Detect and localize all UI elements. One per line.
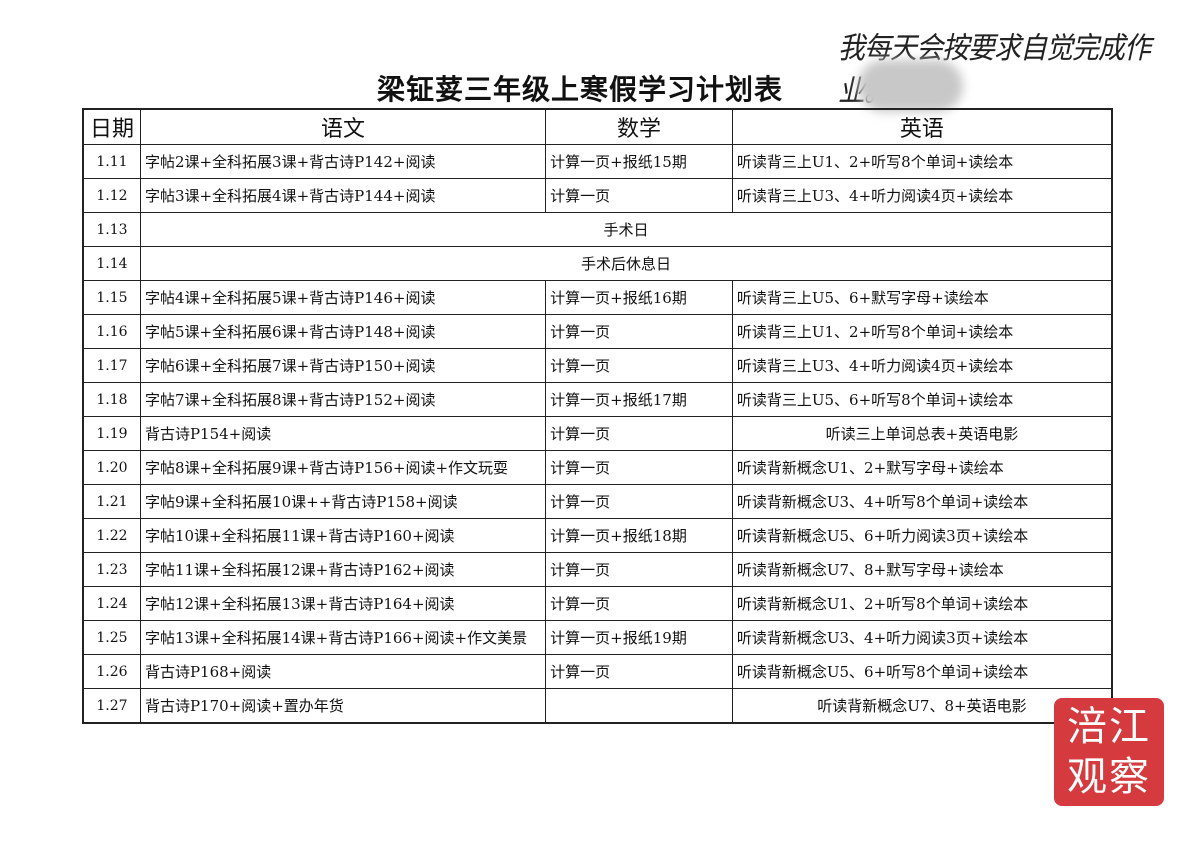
chinese-cell: 字帖4课+全科拓展5课+背古诗P146+阅读 bbox=[139, 280, 547, 315]
logo-line-2: 观察 bbox=[1067, 754, 1151, 800]
math-cell: 计算一页 bbox=[545, 450, 733, 485]
header-math: 数学 bbox=[545, 108, 733, 145]
header-chinese: 语文 bbox=[139, 108, 547, 145]
logo-line-1: 涪江 bbox=[1067, 704, 1151, 750]
header-date: 日期 bbox=[82, 108, 141, 145]
math-cell: 计算一页+报纸16期 bbox=[545, 280, 733, 315]
date-cell: 1.14 bbox=[82, 246, 141, 281]
english-cell: 听读三上单词总表+英语电影 bbox=[731, 416, 1113, 451]
merged-note-cell: 手术日 bbox=[139, 212, 1113, 247]
chinese-cell: 字帖2课+全科拓展3课+背古诗P142+阅读 bbox=[139, 144, 547, 179]
table-row: 1.13 手术日 bbox=[82, 212, 1113, 247]
date-cell: 1.13 bbox=[82, 212, 141, 247]
redacted-blur bbox=[858, 60, 963, 112]
table-row: 1.11 字帖2课+全科拓展3课+背古诗P142+阅读 计算一页+报纸15期 听读背三… bbox=[82, 144, 1113, 179]
math-cell: 计算一页+报纸19期 bbox=[545, 620, 733, 655]
chinese-cell: 背古诗P170+阅读+置办年货 bbox=[139, 688, 547, 724]
english-cell: 听读背新概念U5、6+听写8个单词+读绘本 bbox=[731, 654, 1113, 689]
chinese-cell: 字帖9课+全科拓展10课++背古诗P158+阅读 bbox=[139, 484, 547, 519]
table-row: 1.17 字帖6课+全科拓展7课+背古诗P150+阅读 计算一页 听读背三上U3、4+… bbox=[82, 348, 1113, 383]
table-row: 1.21 字帖9课+全科拓展10课++背古诗P158+阅读 计算一页 听读背新概念U3… bbox=[82, 484, 1113, 519]
math-cell: 计算一页+报纸15期 bbox=[545, 144, 733, 179]
merged-note-cell: 手术后休息日 bbox=[139, 246, 1113, 281]
english-cell: 听读背三上U1、2+听写8个单词+读绘本 bbox=[731, 314, 1113, 349]
english-cell: 听读背新概念U3、4+听力阅读3页+读绘本 bbox=[731, 620, 1113, 655]
math-cell: 计算一页 bbox=[545, 416, 733, 451]
table-row: 1.15 字帖4课+全科拓展5课+背古诗P146+阅读 计算一页+报纸16期 听读背三… bbox=[82, 280, 1113, 315]
math-cell: 计算一页 bbox=[545, 178, 733, 213]
english-cell: 听读背新概念U3、4+听写8个单词+读绘本 bbox=[731, 484, 1113, 519]
date-cell: 1.22 bbox=[82, 518, 141, 553]
header-english: 英语 bbox=[731, 108, 1113, 145]
math-cell: 计算一页+报纸17期 bbox=[545, 382, 733, 417]
chinese-cell: 字帖5课+全科拓展6课+背古诗P148+阅读 bbox=[139, 314, 547, 349]
date-cell: 1.11 bbox=[82, 144, 141, 179]
table-row: 1.27 背古诗P170+阅读+置办年货 听读背新概念U7、8+英语电影 bbox=[82, 688, 1113, 724]
english-cell: 听读背三上U3、4+听力阅读4页+读绘本 bbox=[731, 178, 1113, 213]
math-cell: 计算一页 bbox=[545, 586, 733, 621]
english-cell: 听读背三上U1、2+听写8个单词+读绘本 bbox=[731, 144, 1113, 179]
date-cell: 1.19 bbox=[82, 416, 141, 451]
date-cell: 1.12 bbox=[82, 178, 141, 213]
watermark-logo: 涪江 观察 bbox=[1054, 698, 1164, 806]
english-cell: 听读背新概念U5、6+听力阅读3页+读绘本 bbox=[731, 518, 1113, 553]
date-cell: 1.25 bbox=[82, 620, 141, 655]
table-row: 1.22 字帖10课+全科拓展11课+背古诗P160+阅读 计算一页+报纸18期 听读… bbox=[82, 518, 1113, 553]
table-row: 1.26 背古诗P168+阅读 计算一页 听读背新概念U5、6+听写8个单词+读绘本 bbox=[82, 654, 1113, 689]
english-cell: 听读背三上U5、6+默写字母+读绘本 bbox=[731, 280, 1113, 315]
chinese-cell: 字帖12课+全科拓展13课+背古诗P164+阅读 bbox=[139, 586, 547, 621]
english-cell: 听读背新概念U1、2+默写字母+读绘本 bbox=[731, 450, 1113, 485]
table-row: 1.20 字帖8课+全科拓展9课+背古诗P156+阅读+作文玩耍 计算一页 听读背新概… bbox=[82, 450, 1113, 485]
table-header-row: 日期 语文 数学 英语 bbox=[82, 108, 1113, 145]
english-cell: 听读背新概念U7、8+默写字母+读绘本 bbox=[731, 552, 1113, 587]
chinese-cell: 字帖11课+全科拓展12课+背古诗P162+阅读 bbox=[139, 552, 547, 587]
date-cell: 1.26 bbox=[82, 654, 141, 689]
math-cell: 计算一页+报纸18期 bbox=[545, 518, 733, 553]
math-cell: 计算一页 bbox=[545, 654, 733, 689]
table-row: 1.24 字帖12课+全科拓展13课+背古诗P164+阅读 计算一页 听读背新概念U1… bbox=[82, 586, 1113, 621]
chinese-cell: 字帖8课+全科拓展9课+背古诗P156+阅读+作文玩耍 bbox=[139, 450, 547, 485]
chinese-cell: 背古诗P168+阅读 bbox=[139, 654, 547, 689]
english-cell: 听读背三上U5、6+听写8个单词+读绘本 bbox=[731, 382, 1113, 417]
date-cell: 1.18 bbox=[82, 382, 141, 417]
study-plan-table: 日期 语文 数学 英语 1.11 字帖2课+全科拓展3课+背古诗P142+阅读 计算… bbox=[82, 108, 1113, 724]
date-cell: 1.21 bbox=[82, 484, 141, 519]
date-cell: 1.16 bbox=[82, 314, 141, 349]
table-row: 1.23 字帖11课+全科拓展12课+背古诗P162+阅读 计算一页 听读背新概念U7… bbox=[82, 552, 1113, 587]
table-row: 1.16 字帖5课+全科拓展6课+背古诗P148+阅读 计算一页 听读背三上U1、2+… bbox=[82, 314, 1113, 349]
math-cell: 计算一页 bbox=[545, 314, 733, 349]
chinese-cell: 背古诗P154+阅读 bbox=[139, 416, 547, 451]
page-title: 梁钲荽三年级上寒假学习计划表 bbox=[376, 73, 783, 106]
english-cell: 听读背新概念U7、8+英语电影 bbox=[731, 688, 1113, 724]
english-cell: 听读背新概念U1、2+听写8个单词+读绘本 bbox=[731, 586, 1113, 621]
math-cell: 计算一页 bbox=[545, 348, 733, 383]
math-cell: 计算一页 bbox=[545, 484, 733, 519]
math-cell bbox=[545, 688, 733, 724]
english-cell: 听读背三上U3、4+听力阅读4页+读绘本 bbox=[731, 348, 1113, 383]
date-cell: 1.20 bbox=[82, 450, 141, 485]
chinese-cell: 字帖13课+全科拓展14课+背古诗P166+阅读+作文美景 bbox=[139, 620, 547, 655]
table-row: 1.18 字帖7课+全科拓展8课+背古诗P152+阅读 计算一页+报纸17期 听读背三… bbox=[82, 382, 1113, 417]
chinese-cell: 字帖3课+全科拓展4课+背古诗P144+阅读 bbox=[139, 178, 547, 213]
date-cell: 1.23 bbox=[82, 552, 141, 587]
date-cell: 1.27 bbox=[82, 688, 141, 724]
math-cell: 计算一页 bbox=[545, 552, 733, 587]
date-cell: 1.15 bbox=[82, 280, 141, 315]
chinese-cell: 字帖10课+全科拓展11课+背古诗P160+阅读 bbox=[139, 518, 547, 553]
chinese-cell: 字帖7课+全科拓展8课+背古诗P152+阅读 bbox=[139, 382, 547, 417]
date-cell: 1.24 bbox=[82, 586, 141, 621]
table-row: 1.19 背古诗P154+阅读 计算一页 听读三上单词总表+英语电影 bbox=[82, 416, 1113, 451]
table-row: 1.12 字帖3课+全科拓展4课+背古诗P144+阅读 计算一页 听读背三上U3、4+… bbox=[82, 178, 1113, 213]
table-row: 1.14 手术后休息日 bbox=[82, 246, 1113, 281]
chinese-cell: 字帖6课+全科拓展7课+背古诗P150+阅读 bbox=[139, 348, 547, 383]
table-row: 1.25 字帖13课+全科拓展14课+背古诗P166+阅读+作文美景 计算一页+报纸… bbox=[82, 620, 1113, 655]
date-cell: 1.17 bbox=[82, 348, 141, 383]
